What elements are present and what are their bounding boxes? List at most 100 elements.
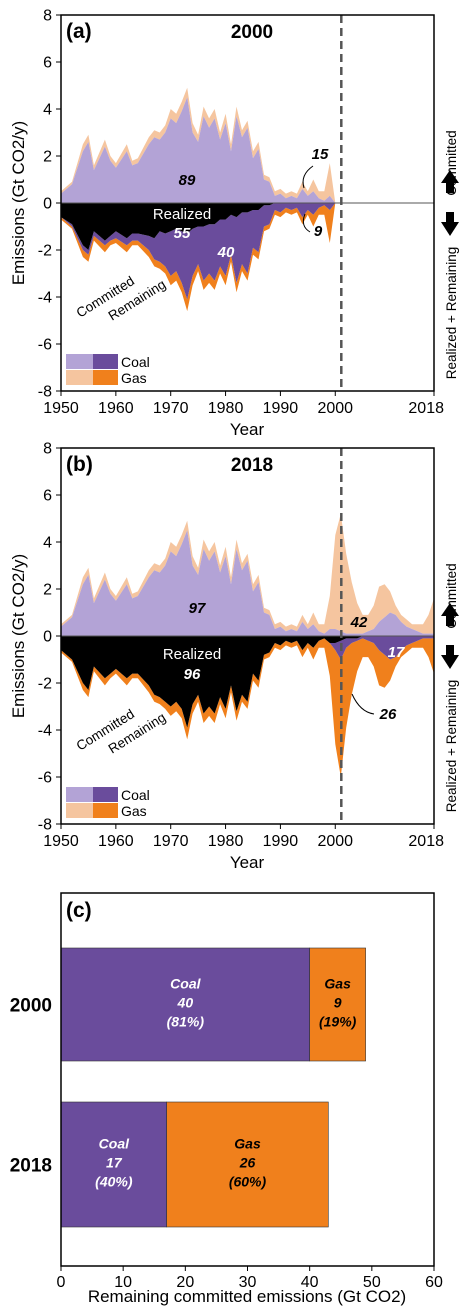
side-realized-remaining-label: Realized + Remaining xyxy=(444,247,459,379)
panel-c-categories: 2000 2018 xyxy=(10,996,52,1177)
panel-a-remaining-gas-leader xyxy=(302,213,311,233)
panel-a-x-tick-label: 2000 xyxy=(317,400,353,417)
panel-a-y-tick-label: -2 xyxy=(38,243,52,260)
panel-a-coal-realized-area xyxy=(61,203,336,250)
panel-c-x-axis-label: Remaining committed emissions (Gt CO2) xyxy=(88,1287,406,1306)
side-realized-remaining-label: Realized + Remaining xyxy=(444,680,459,812)
panel-b-committed-gas-value: 42 xyxy=(350,614,368,631)
panel-c-x-tick-label: 40 xyxy=(301,1274,319,1291)
down-arrow-icon xyxy=(441,645,459,669)
panel-a-y-axis-label: Emissions (Gt CO2/y) xyxy=(9,121,28,285)
panel-c-x-tick-label: 30 xyxy=(239,1274,257,1291)
bar-label-2018-coal: 17 xyxy=(106,1155,123,1171)
bar-2018-coal xyxy=(60,1101,167,1228)
panel-b-title: 2018 xyxy=(231,455,273,476)
panel-a-remaining-coal-value: 40 xyxy=(217,244,235,261)
bar-label-2000-gas: Gas xyxy=(324,976,351,992)
legend-coal-remaining-swatch xyxy=(93,787,118,802)
panel-a-y-tick-label: 6 xyxy=(43,55,52,72)
category-label-2000: 2000 xyxy=(10,996,52,1017)
panel-b-x-tick-label: 1980 xyxy=(208,833,244,850)
panel-b-x-tick-label: 2000 xyxy=(317,833,353,850)
panel-a-realized-label: Realized xyxy=(153,206,211,223)
panel-b-x-tick-label: 1950 xyxy=(43,833,79,850)
panel-b-committed-coal-value: 97 xyxy=(189,600,206,617)
panel-b-x-axis-label: Year xyxy=(230,853,265,872)
panel-a-y-tick-label: 8 xyxy=(43,8,52,25)
panel-b-y-tick-label: -8 xyxy=(38,817,52,834)
panel-b-x-tick-label: 1970 xyxy=(153,833,189,850)
panel-a-label: (a) xyxy=(66,20,92,43)
panel-a-y-tick-label: -8 xyxy=(38,384,52,401)
bar-2000-coal xyxy=(60,947,310,1062)
panel-a-y-tick-label: 2 xyxy=(43,149,52,166)
bar-label-2018-gas: Gas xyxy=(234,1136,261,1152)
panel-a-y-tick-label: -6 xyxy=(38,337,52,354)
panel-c-x-tick-label: 60 xyxy=(425,1274,443,1291)
panel-b-legend: Committed Remaining Coal Gas xyxy=(66,706,168,819)
up-arrow-icon xyxy=(441,603,459,626)
up-arrow-icon xyxy=(441,170,459,193)
panel-b-remaining-coal-value: 17 xyxy=(388,644,405,661)
panel-b-x-ticks: 1950 1960 1970 1980 1990 2000 2018 xyxy=(43,824,444,850)
legend-gas-committed-swatch xyxy=(66,370,93,385)
bar-label-2000-gas: (19%) xyxy=(319,1014,357,1030)
panel-c-x-tick-label: 20 xyxy=(176,1274,194,1291)
bar-2000-gas xyxy=(309,947,366,1062)
panel-b-y-tick-label: -6 xyxy=(38,770,52,787)
panel-b-remaining-gas-leader xyxy=(351,693,375,715)
bar-label-2018-gas: 26 xyxy=(239,1155,256,1171)
bar-label-2018-coal: (40%) xyxy=(95,1174,133,1190)
panel-c-x-tick-label: 0 xyxy=(57,1274,66,1291)
bar-label-2000-gas: 9 xyxy=(334,995,342,1011)
panel-a-x-tick-label: 1990 xyxy=(263,400,299,417)
panel-c-label: (c) xyxy=(66,899,92,922)
panel-a-committed-coal-value: 89 xyxy=(179,172,196,189)
panel-a-y-tick-label: 0 xyxy=(43,196,52,213)
panel-c-x-tick-label: 10 xyxy=(114,1274,132,1291)
bar-label-2018-coal: Coal xyxy=(99,1136,130,1152)
panel-a-gas-remaining-area xyxy=(61,203,336,312)
panel-b-coal-realized-area xyxy=(61,636,434,728)
bar-label-2000-coal: 40 xyxy=(177,995,194,1011)
panel-b-y-tick-label: 2 xyxy=(43,582,52,599)
panel-c: Coal 40 (81%) Gas 9 (19%) Coal 17 (40%) Gas 26 (60%… xyxy=(10,892,443,1306)
panel-a-x-tick-label: 2018 xyxy=(408,400,444,417)
panel-a-series xyxy=(61,87,336,312)
panel-b-x-tick-label: 2018 xyxy=(408,833,444,850)
panel-a-legend: Committed Remaining Coal Gas xyxy=(66,273,168,386)
panel-a-x-ticks: 1950 1960 1970 1980 1990 2000 2018 xyxy=(43,391,444,417)
panel-b-remaining-gas-value: 26 xyxy=(379,706,397,723)
panel-b-y-tick-label: 6 xyxy=(43,488,52,505)
panel-b-y-tick-label: 8 xyxy=(43,441,52,458)
legend-gas-remaining-swatch xyxy=(93,370,118,385)
panel-b-y-axis-label: Emissions (Gt CO2/y) xyxy=(9,554,28,718)
legend-gas-remaining-swatch xyxy=(93,803,118,818)
panel-a-y-tick-label: 4 xyxy=(43,102,52,119)
legend-coal-label: Coal xyxy=(121,787,150,803)
panel-b-y-tick-label: 4 xyxy=(43,535,52,552)
panel-a-committed-gas-value: 15 xyxy=(312,146,329,163)
panel-a-title: 2000 xyxy=(231,22,273,43)
panel-a-y-tick-label: -4 xyxy=(38,290,52,307)
panel-b-y-ticks: -8 -6 -4 -2 0 2 4 6 8 xyxy=(38,441,61,834)
panel-b-realized-value: 96 xyxy=(184,666,201,683)
panel-a-x-axis-label: Year xyxy=(230,420,265,439)
panel-c-x-tick-label: 50 xyxy=(363,1274,381,1291)
panel-a-side-labels: Committed Realized + Remaining xyxy=(441,130,459,379)
bar-label-2000-coal: (81%) xyxy=(167,1014,205,1030)
panel-b-y-tick-label: -2 xyxy=(38,676,52,693)
legend-coal-committed-swatch xyxy=(66,354,93,369)
panel-a-x-tick-label: 1980 xyxy=(208,400,244,417)
panel-a-committed-gas-leader xyxy=(302,165,314,189)
panel-b-y-tick-label: -4 xyxy=(38,723,52,740)
panel-a-x-tick-label: 1970 xyxy=(153,400,189,417)
panel-a-x-tick-label: 1950 xyxy=(43,400,79,417)
panel-b-y-tick-label: 0 xyxy=(43,629,52,646)
bar-label-2000-coal: Coal xyxy=(170,976,201,992)
legend-gas-label: Gas xyxy=(121,803,147,819)
panel-a-coal-committed-area xyxy=(61,97,336,203)
down-arrow-icon xyxy=(441,212,459,236)
